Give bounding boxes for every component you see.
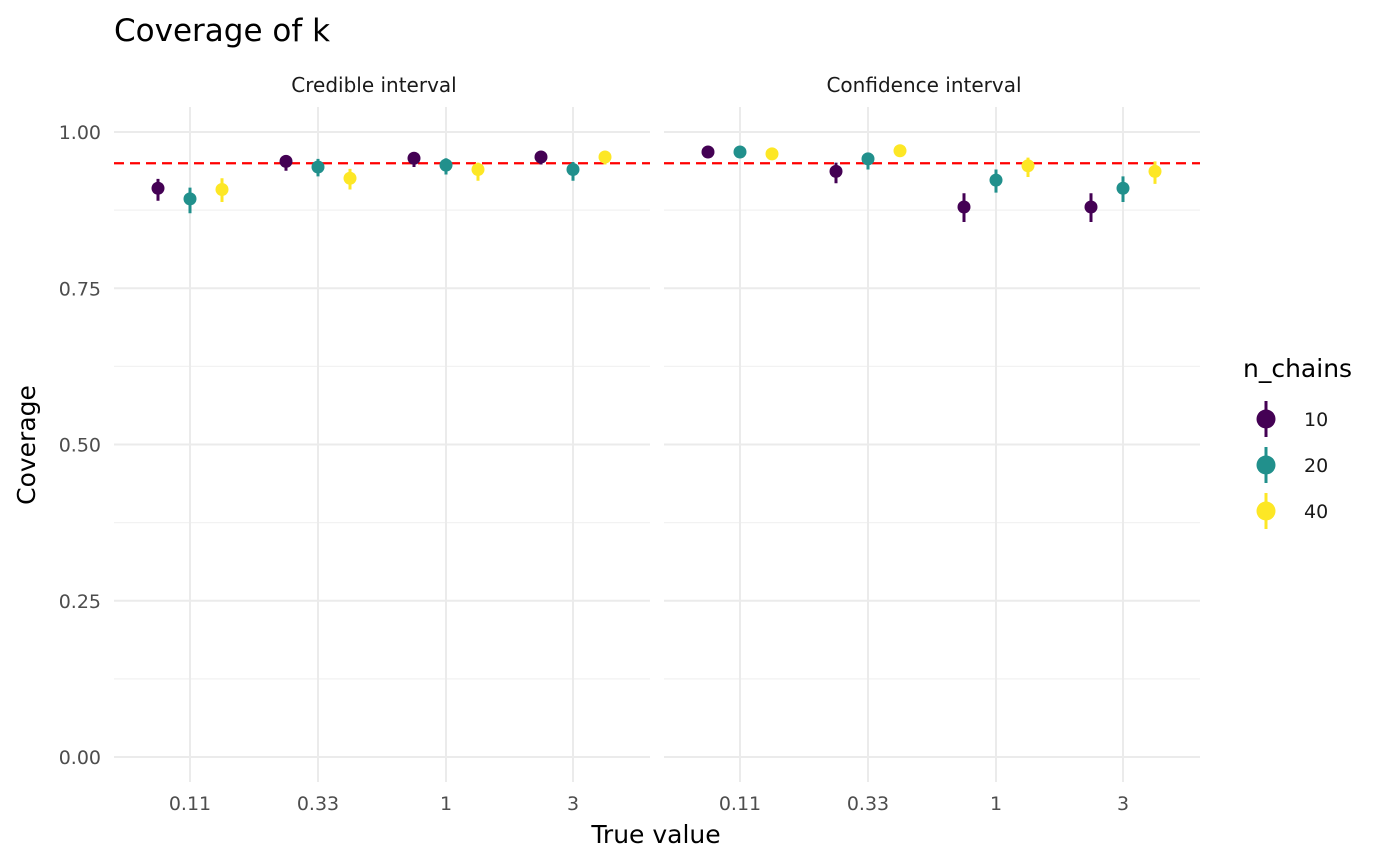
legend-label: 20 <box>1304 455 1328 477</box>
data-point <box>439 158 453 172</box>
x-tick-label: 1 <box>990 793 1002 815</box>
data-point <box>1084 200 1098 214</box>
data-point <box>829 164 843 178</box>
data-point <box>733 145 747 159</box>
x-tick-label: 3 <box>567 793 579 815</box>
facet-label: Credible interval <box>291 73 456 97</box>
legend-label: 10 <box>1304 409 1328 431</box>
data-point <box>1148 164 1162 178</box>
data-point <box>598 150 612 164</box>
data-point <box>957 200 971 214</box>
data-point <box>989 173 1003 187</box>
chart-title: Coverage of k <box>114 13 330 49</box>
facet-label: Confidence interval <box>826 73 1021 97</box>
y-tick-label: 1.00 <box>59 122 101 144</box>
data-point <box>893 144 907 158</box>
y-tick-label: 0.50 <box>59 435 101 457</box>
y-axis-ticks: 0.00 0.25 0.50 0.75 1.00 <box>59 122 101 769</box>
data-point <box>311 160 325 174</box>
legend-entry-10: 10 <box>1256 401 1328 437</box>
series-20 <box>733 145 1130 202</box>
x-axis-title: True value <box>590 820 720 849</box>
legend-entry-20: 20 <box>1256 447 1328 483</box>
series-40 <box>765 144 1162 184</box>
legend-entry-40: 40 <box>1256 493 1328 529</box>
x-tick-label: 3 <box>1117 793 1129 815</box>
data-point <box>534 150 548 164</box>
y-axis-title: Coverage <box>12 385 41 505</box>
series-40 <box>215 150 612 202</box>
data-point <box>471 163 485 176</box>
data-point <box>566 163 580 176</box>
data-point <box>215 183 229 196</box>
data-point <box>1021 159 1035 173</box>
series-10 <box>701 145 1098 222</box>
legend-key-point <box>1256 409 1276 429</box>
data-point <box>765 147 779 161</box>
legend: n_chains 10 20 40 <box>1243 354 1352 529</box>
data-point <box>151 181 165 195</box>
data-point <box>861 152 875 166</box>
y-tick-label: 0.00 <box>59 747 101 769</box>
data-point <box>343 171 357 185</box>
y-tick-label: 0.25 <box>59 591 101 613</box>
data-point <box>1116 181 1130 195</box>
facet-panel-1: Credible interval 0.11 0.33 1 3 <box>114 73 650 815</box>
x-tick-label: 0.33 <box>297 793 339 815</box>
legend-label: 40 <box>1304 501 1328 523</box>
data-point <box>701 145 715 159</box>
data-point <box>407 151 421 165</box>
data-point <box>183 192 197 206</box>
facet-panel-2: Confidence interval 0.11 0.33 1 3 <box>664 73 1200 815</box>
series-20 <box>183 158 580 214</box>
x-tick-label: 1 <box>440 793 452 815</box>
data-point <box>279 154 293 168</box>
legend-key-point <box>1256 455 1276 475</box>
x-tick-label: 0.33 <box>847 793 889 815</box>
y-tick-label: 0.75 <box>59 278 101 300</box>
x-tick-label: 0.11 <box>169 793 211 815</box>
legend-title: n_chains <box>1243 354 1352 383</box>
legend-key-point <box>1256 501 1276 521</box>
series-10 <box>151 150 548 201</box>
x-tick-label: 0.11 <box>719 793 761 815</box>
